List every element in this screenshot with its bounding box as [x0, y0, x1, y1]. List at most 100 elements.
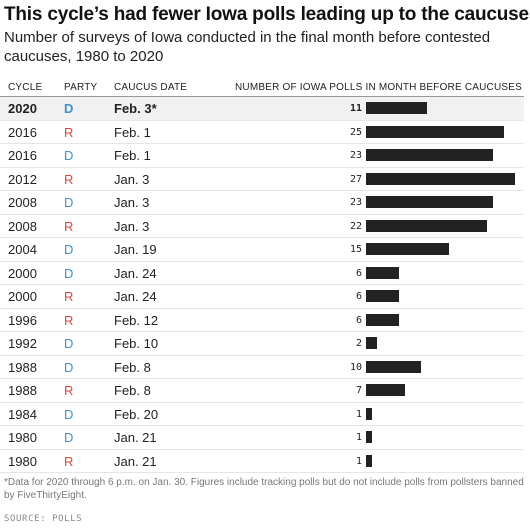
table-row: 1984 D Feb. 20 1 — [0, 403, 524, 426]
table-row: 2020 D Feb. 3* 11 — [0, 97, 524, 121]
data-label: 1 — [355, 455, 362, 467]
cell-party: R — [64, 218, 74, 234]
cell-party: R — [64, 124, 74, 140]
table-row: 2000 R Jan. 24 6 — [0, 285, 524, 309]
data-label: 25 — [349, 126, 362, 138]
header-cycle: CYCLE — [8, 82, 43, 93]
source-note: SOURCE: POLLS — [4, 514, 83, 524]
data-label: 22 — [349, 220, 362, 232]
data-label: 2 — [355, 338, 362, 349]
cell-caucus-date: Jan. 3 — [114, 218, 150, 234]
bar — [366, 313, 399, 326]
cell-party: R — [64, 383, 74, 398]
table-row: 1988 R Feb. 8 7 — [0, 379, 524, 403]
cell-caucus-date: Jan. 24 — [114, 265, 157, 281]
cell-party: D — [64, 101, 74, 116]
header-polls: NUMBER OF IOWA POLLS IN MONTH BEFORE CAU… — [235, 82, 522, 93]
cell-party: R — [64, 312, 74, 328]
cell-caucus-date: Jan. 3 — [114, 171, 150, 187]
cell-caucus-date: Jan. 21 — [114, 453, 157, 469]
table-row: 2004 D Jan. 19 15 — [0, 238, 524, 262]
cell-caucus-date: Feb. 12 — [114, 312, 159, 328]
bar — [366, 125, 504, 138]
data-label: 15 — [349, 244, 362, 255]
table-row: 2016 R Feb. 1 25 — [0, 121, 524, 144]
cell-party: R — [64, 289, 74, 304]
table-row: 1980 D Jan. 21 1 — [0, 426, 524, 450]
header-caucus-date: CAUCUS DATE — [114, 82, 188, 93]
bar — [366, 360, 421, 373]
bar — [366, 172, 515, 185]
cell-cycle: 1988 — [8, 359, 37, 375]
cell-caucus-date: Jan. 24 — [114, 289, 157, 304]
bar — [366, 454, 372, 467]
table-row: 2012 R Jan. 3 27 — [0, 168, 524, 191]
table-row: 1980 R Jan. 21 1 — [0, 450, 524, 473]
cell-cycle: 2008 — [8, 195, 37, 210]
cell-cycle: 2012 — [8, 171, 37, 187]
cell-party: R — [64, 453, 74, 469]
cell-cycle: 1980 — [8, 453, 37, 469]
cell-caucus-date: Feb. 1 — [114, 148, 151, 163]
cell-caucus-date: Feb. 8 — [114, 359, 151, 375]
chart-title: This cycle’s had fewer Iowa polls leadin… — [4, 4, 530, 25]
bar — [366, 196, 493, 208]
cell-caucus-date: Jan. 3 — [114, 195, 150, 210]
data-label: 6 — [355, 267, 362, 279]
cell-cycle: 1980 — [8, 430, 37, 445]
bar — [366, 384, 405, 396]
table-header: CYCLE PARTY CAUCUS DATE NUMBER OF IOWA P… — [0, 82, 530, 96]
cell-cycle: 2008 — [8, 218, 37, 234]
cell-party: D — [64, 242, 74, 257]
table-row: 2008 D Jan. 3 23 — [0, 191, 524, 215]
cell-party: D — [64, 265, 74, 281]
cell-party: D — [64, 406, 74, 422]
footnote: *Data for 2020 through 6 p.m. on Jan. 30… — [4, 477, 524, 501]
cell-caucus-date: Feb. 10 — [114, 336, 159, 351]
cell-cycle: 1988 — [8, 383, 37, 398]
data-label: 7 — [355, 385, 362, 396]
data-label: 23 — [349, 150, 362, 161]
cell-cycle: 1992 — [8, 336, 37, 351]
bar — [366, 102, 427, 114]
data-label: 11 — [349, 103, 362, 114]
cell-cycle: 2000 — [8, 265, 37, 281]
data-label: 10 — [349, 361, 362, 373]
data-label: 23 — [349, 197, 362, 208]
cell-cycle: 1996 — [8, 312, 37, 328]
table-body: 2020 D Feb. 3* 11 2016 R Feb. 1 25 2016 D Feb. 1 23… — [0, 97, 524, 473]
cell-party: D — [64, 359, 74, 375]
table-row: 1996 R Feb. 12 6 — [0, 309, 524, 332]
cell-party: D — [64, 148, 74, 163]
cell-cycle: 2016 — [8, 124, 37, 140]
data-label: 1 — [355, 432, 362, 443]
bar — [366, 149, 493, 161]
bar — [366, 407, 372, 420]
bar — [366, 290, 399, 302]
cell-caucus-date: Feb. 3* — [114, 101, 157, 116]
bar — [366, 243, 449, 255]
cell-cycle: 2000 — [8, 289, 37, 304]
chart-subtitle: Number of surveys of Iowa conducted in t… — [4, 29, 491, 65]
cell-party: D — [64, 195, 74, 210]
data-label: 27 — [349, 173, 362, 185]
cell-party: D — [64, 336, 74, 351]
cell-caucus-date: Jan. 21 — [114, 430, 157, 445]
table-row: 2000 D Jan. 24 6 — [0, 262, 524, 285]
table-row: 2016 D Feb. 1 23 — [0, 144, 524, 168]
table-row: 2008 R Jan. 3 22 — [0, 215, 524, 238]
data-label: 6 — [355, 314, 362, 326]
header-divider — [0, 96, 524, 97]
cell-cycle: 2020 — [8, 101, 37, 116]
cell-cycle: 2004 — [8, 242, 37, 257]
cell-caucus-date: Feb. 20 — [114, 406, 159, 422]
table-row: 1992 D Feb. 10 2 — [0, 332, 524, 356]
bar — [366, 219, 487, 232]
data-label: 6 — [355, 291, 362, 302]
bar — [366, 266, 399, 279]
cell-caucus-date: Jan. 19 — [114, 242, 157, 257]
cell-party: D — [64, 430, 74, 445]
cell-caucus-date: Feb. 1 — [114, 124, 151, 140]
cell-party: R — [64, 171, 74, 187]
table-row: 1988 D Feb. 8 10 — [0, 356, 524, 379]
